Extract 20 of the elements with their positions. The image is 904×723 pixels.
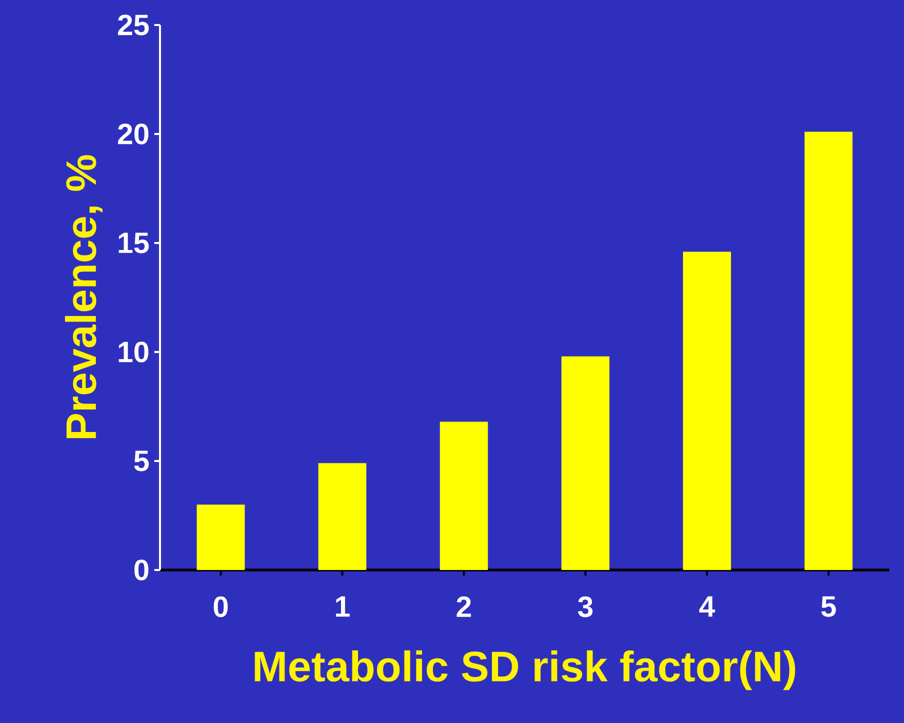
y-tick-label: 5 bbox=[134, 450, 149, 472]
x-tick-label: 3 bbox=[578, 596, 593, 618]
x-axis-title: Metabolic SD risk factor(N) bbox=[254, 650, 796, 690]
bar bbox=[196, 504, 245, 570]
bar bbox=[440, 422, 488, 570]
y-tick-label: 10 bbox=[118, 342, 148, 362]
y-tick-label: 20 bbox=[118, 124, 148, 144]
x-tick-label: 4 bbox=[699, 596, 715, 617]
x-tick-label: 0 bbox=[214, 596, 228, 618]
y-axis-title: Prevalence, % bbox=[64, 155, 102, 438]
bar bbox=[318, 463, 366, 570]
bar bbox=[804, 132, 853, 570]
x-tick-label: 2 bbox=[456, 596, 471, 617]
y-tick-label: 0 bbox=[134, 560, 148, 580]
bar bbox=[561, 356, 610, 570]
y-tick-label: 25 bbox=[118, 14, 149, 36]
bar bbox=[682, 252, 731, 570]
x-tick-label: 5 bbox=[821, 596, 836, 617]
y-tick-label: 15 bbox=[118, 232, 149, 254]
x-tick-label: 1 bbox=[336, 596, 350, 617]
